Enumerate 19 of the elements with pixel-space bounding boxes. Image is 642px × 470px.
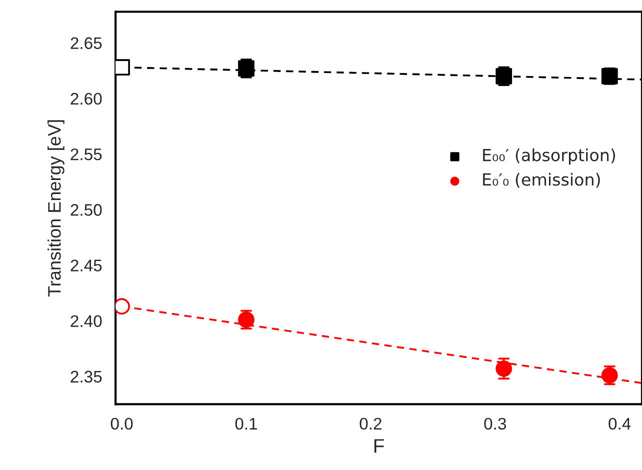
x-tick-label: 0.1 — [235, 418, 258, 430]
legend-label: E₀₀′ (absorption) — [483, 148, 616, 165]
x-axis-title: F — [374, 439, 384, 453]
x-tick-label: 0.3 — [484, 418, 506, 430]
y-axis-title: Transition Energy [eV] — [48, 120, 64, 297]
y-tick-label: 2.60 — [70, 92, 102, 105]
y-tick-label: 2.45 — [70, 260, 102, 272]
y-tick-label: 2.55 — [70, 148, 102, 160]
y-tick-label: 2.35 — [70, 370, 102, 383]
x-tick-label: 0.4 — [608, 418, 631, 430]
x-tick-label: 0.2 — [360, 418, 382, 430]
legend-label: E₀′₀ (emission) — [483, 172, 600, 188]
y-tick-label: 2.65 — [70, 37, 102, 50]
point — [116, 59, 130, 76]
x-tick-label: 0.0 — [110, 418, 133, 430]
y-tick-label: 2.50 — [70, 204, 102, 216]
y-tick-label: 2.40 — [70, 315, 102, 328]
point — [496, 360, 512, 377]
point — [116, 298, 130, 315]
